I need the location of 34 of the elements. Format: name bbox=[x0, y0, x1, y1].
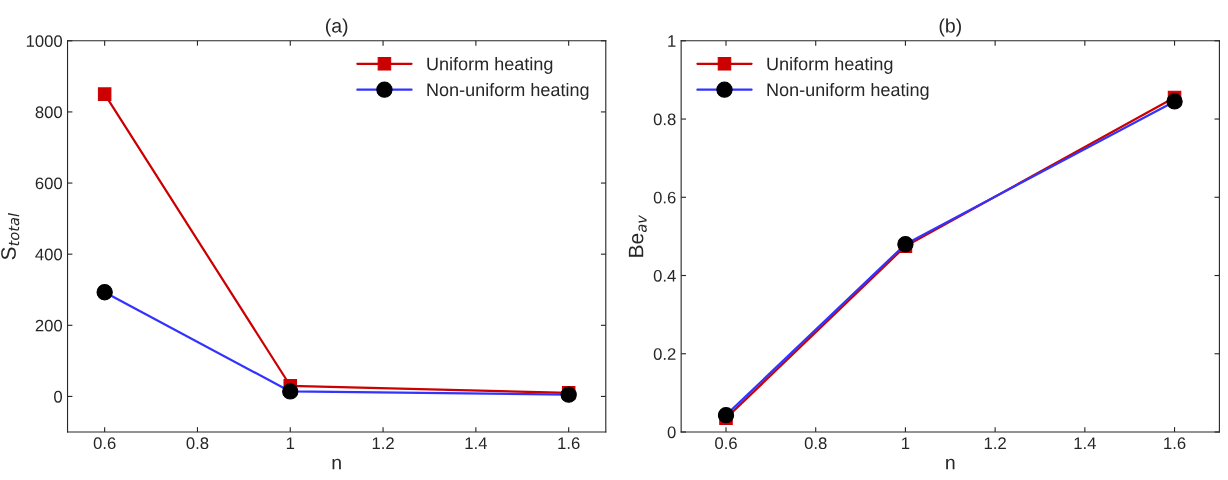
x-tick-label: 0.8 bbox=[186, 437, 209, 450]
y-tick-label: 200 bbox=[35, 319, 63, 332]
x-tick-label: 0.6 bbox=[93, 437, 116, 450]
y-tick-label: 0.8 bbox=[653, 113, 676, 126]
legend-label: Uniform heating bbox=[427, 57, 553, 74]
y-tick-label: 400 bbox=[35, 248, 63, 261]
legend-label: Non-uniform heating bbox=[767, 82, 929, 100]
y-tick-label: 0 bbox=[667, 426, 676, 439]
x-tick-label: 1 bbox=[286, 437, 295, 449]
x-tick-label: 1.2 bbox=[372, 437, 394, 449]
y-tick-label: 600 bbox=[35, 177, 63, 190]
y-tick-label: 800 bbox=[35, 106, 63, 119]
chart-title: (a) bbox=[325, 18, 348, 37]
x-tick-label: 0.8 bbox=[804, 437, 827, 450]
x-tick-label: 1.6 bbox=[1164, 437, 1186, 450]
x-tick-label: 1.4 bbox=[465, 437, 487, 449]
x-tick-label: 1.6 bbox=[558, 437, 580, 450]
x-tick-label: 1 bbox=[902, 437, 910, 449]
x-tick-label: 1.4 bbox=[1074, 437, 1096, 449]
y-axis-title: S$_{total}$ bbox=[1, 213, 20, 260]
y-tick-label: 0.6 bbox=[653, 191, 676, 204]
y-tick-label: 0.2 bbox=[653, 348, 676, 360]
legend-label: Non-uniform heating bbox=[427, 82, 589, 100]
y-tick-label: 1000 bbox=[26, 35, 63, 47]
y-tick-label: 0.4 bbox=[653, 269, 676, 282]
legend-label: Uniform heating bbox=[767, 57, 893, 74]
chart-title: (b) bbox=[939, 18, 961, 37]
y-axis-title: Be$_{av}$ bbox=[628, 214, 647, 257]
y-tick-label: 1 bbox=[668, 35, 676, 47]
x-axis-title: n bbox=[332, 458, 341, 470]
y-tick-label: 0 bbox=[54, 390, 63, 403]
x-tick-label: 0.6 bbox=[715, 437, 737, 450]
x-axis-title: n bbox=[946, 458, 955, 470]
x-tick-label: 1.2 bbox=[984, 437, 1006, 449]
